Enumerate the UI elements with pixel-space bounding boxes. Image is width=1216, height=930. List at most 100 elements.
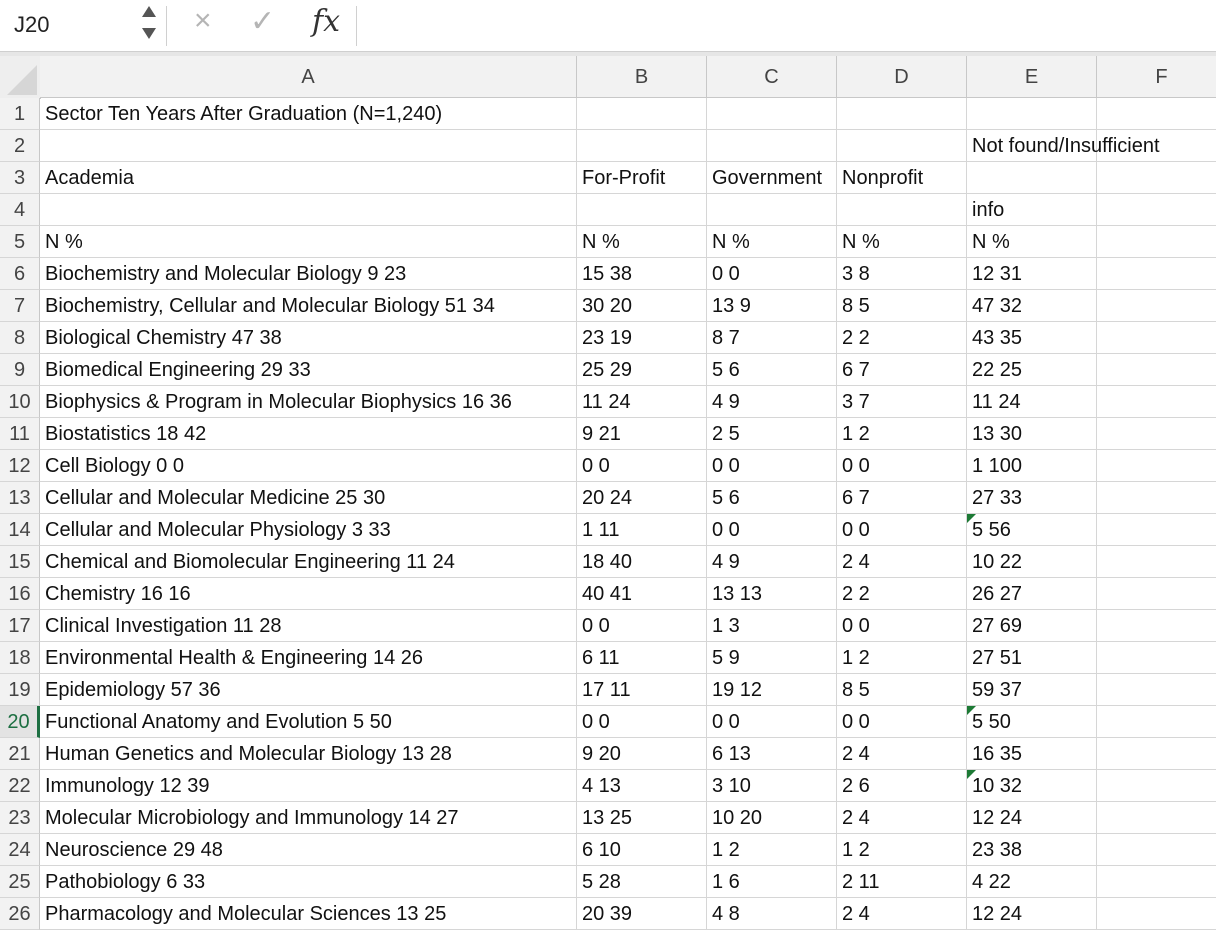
cell-a18[interactable]: Environmental Health & Engineering 14 26 [40,642,577,674]
cell-a11[interactable]: Biostatistics 18 42 [40,418,577,450]
cell-b15[interactable]: 18 40 [577,546,707,578]
chevron-down-icon[interactable] [142,28,156,39]
cell-c19[interactable]: 19 12 [707,674,837,706]
cell-e12[interactable]: 1 100 [967,450,1097,482]
row-header[interactable]: 1 [0,98,40,130]
cell-d17[interactable]: 0 0 [837,610,967,642]
cell-e25[interactable]: 4 22 [967,866,1097,898]
cell-b24[interactable]: 6 10 [577,834,707,866]
cell-a3[interactable]: Academia [40,162,577,194]
cell-a8[interactable]: Biological Chemistry 47 38 [40,322,577,354]
cell-c2[interactable] [707,130,837,162]
cell-a20[interactable]: Functional Anatomy and Evolution 5 50 [40,706,577,738]
cell-f9[interactable] [1097,354,1216,386]
error-indicator-icon[interactable] [967,770,976,779]
row-header[interactable]: 2 [0,130,40,162]
cell-a25[interactable]: Pathobiology 6 33 [40,866,577,898]
cell-c1[interactable] [707,98,837,130]
cell-c20[interactable]: 0 0 [707,706,837,738]
row-header[interactable]: 21 [0,738,40,770]
cell-b14[interactable]: 1 11 [577,514,707,546]
cell-b7[interactable]: 30 20 [577,290,707,322]
cell-f4[interactable] [1097,194,1216,226]
column-header-b[interactable]: B [577,56,707,98]
cell-a22[interactable]: Immunology 12 39 [40,770,577,802]
cell-f20[interactable] [1097,706,1216,738]
cell-d8[interactable]: 2 2 [837,322,967,354]
cell-f6[interactable] [1097,258,1216,290]
cell-f21[interactable] [1097,738,1216,770]
cell-c8[interactable]: 8 7 [707,322,837,354]
cell-e24[interactable]: 23 38 [967,834,1097,866]
row-header[interactable]: 22 [0,770,40,802]
cell-f23[interactable] [1097,802,1216,834]
confirm-icon[interactable]: ✓ [250,5,276,38]
cell-b2[interactable] [577,130,707,162]
cell-e18[interactable]: 27 51 [967,642,1097,674]
cell-e14[interactable]: 5 56 [967,514,1097,546]
cell-f1[interactable] [1097,98,1216,130]
cell-b20[interactable]: 0 0 [577,706,707,738]
column-header-a[interactable]: A [40,56,577,98]
row-header[interactable]: 12 [0,450,40,482]
cell-c4[interactable] [707,194,837,226]
cell-b4[interactable] [577,194,707,226]
row-header[interactable]: 13 [0,482,40,514]
cell-e19[interactable]: 59 37 [967,674,1097,706]
column-header-e[interactable]: E [967,56,1097,98]
cell-a6[interactable]: Biochemistry and Molecular Biology 9 23 [40,258,577,290]
cell-a23[interactable]: Molecular Microbiology and Immunology 14… [40,802,577,834]
cell-d15[interactable]: 2 4 [837,546,967,578]
cell-d7[interactable]: 8 5 [837,290,967,322]
error-indicator-icon[interactable] [967,514,976,523]
cell-a9[interactable]: Biomedical Engineering 29 33 [40,354,577,386]
cell-f24[interactable] [1097,834,1216,866]
cell-f19[interactable] [1097,674,1216,706]
cell-e8[interactable]: 43 35 [967,322,1097,354]
row-header[interactable]: 9 [0,354,40,386]
cell-a13[interactable]: Cellular and Molecular Medicine 25 30 [40,482,577,514]
cell-e5[interactable]: N % [967,226,1097,258]
cell-d24[interactable]: 1 2 [837,834,967,866]
row-header[interactable]: 8 [0,322,40,354]
cell-d5[interactable]: N % [837,226,967,258]
cell-e21[interactable]: 16 35 [967,738,1097,770]
cell-f26[interactable] [1097,898,1216,930]
cell-f18[interactable] [1097,642,1216,674]
cell-d4[interactable] [837,194,967,226]
formula-input[interactable] [366,10,1206,40]
cell-f2[interactable] [1097,130,1216,162]
row-header[interactable]: 23 [0,802,40,834]
cell-d9[interactable]: 6 7 [837,354,967,386]
cell-f11[interactable] [1097,418,1216,450]
cell-b1[interactable] [577,98,707,130]
cell-e6[interactable]: 12 31 [967,258,1097,290]
chevron-up-icon[interactable] [142,6,156,17]
cell-d23[interactable]: 2 4 [837,802,967,834]
cell-a5[interactable]: N % [40,226,577,258]
cell-c22[interactable]: 3 10 [707,770,837,802]
cell-e9[interactable]: 22 25 [967,354,1097,386]
cell-d13[interactable]: 6 7 [837,482,967,514]
row-header[interactable]: 3 [0,162,40,194]
cell-c25[interactable]: 1 6 [707,866,837,898]
cell-a4[interactable] [40,194,577,226]
cell-d6[interactable]: 3 8 [837,258,967,290]
cell-a21[interactable]: Human Genetics and Molecular Biology 13 … [40,738,577,770]
cell-b9[interactable]: 25 29 [577,354,707,386]
row-header[interactable]: 26 [0,898,40,930]
cell-d20[interactable]: 0 0 [837,706,967,738]
cell-c24[interactable]: 1 2 [707,834,837,866]
cell-f3[interactable] [1097,162,1216,194]
name-box-stepper[interactable] [140,4,160,46]
cell-b23[interactable]: 13 25 [577,802,707,834]
cell-e16[interactable]: 26 27 [967,578,1097,610]
cell-d26[interactable]: 2 4 [837,898,967,930]
cell-a7[interactable]: Biochemistry, Cellular and Molecular Bio… [40,290,577,322]
cell-b12[interactable]: 0 0 [577,450,707,482]
cell-a24[interactable]: Neuroscience 29 48 [40,834,577,866]
cell-c16[interactable]: 13 13 [707,578,837,610]
row-header[interactable]: 5 [0,226,40,258]
row-header[interactable]: 7 [0,290,40,322]
name-box[interactable]: J20 [0,0,166,50]
